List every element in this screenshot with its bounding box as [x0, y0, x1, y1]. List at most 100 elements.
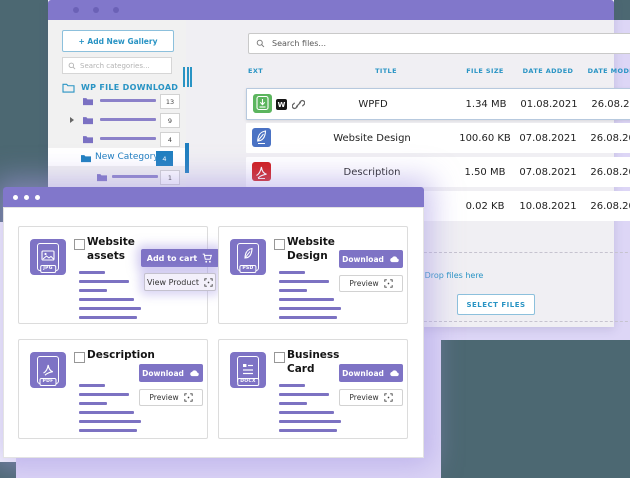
file-row[interactable]: W WPFD 1.34 MB 01.08.2021 26.08.2021	[246, 88, 630, 120]
teal-block-top-right	[614, 0, 630, 20]
file-type-tile-jpg: JPG	[30, 239, 66, 275]
date-modified: 26.08.2021	[590, 166, 630, 178]
folder-icon	[83, 136, 93, 144]
sidebar-category-item[interactable]: 13	[48, 91, 186, 110]
window-dot	[13, 195, 18, 200]
ext-label: PDF	[39, 378, 57, 386]
date-added: 01.08.2021	[520, 98, 578, 110]
card-checkbox[interactable]	[274, 352, 285, 363]
search-icon	[68, 62, 76, 69]
file-size: 1.34 MB	[465, 98, 507, 110]
file-type-tile-psd: PSD	[230, 239, 266, 275]
search-categories-input[interactable]: Search categories...	[62, 57, 172, 74]
add-new-gallery-button[interactable]: + Add New Gallery	[62, 30, 174, 52]
download-button[interactable]: Download	[139, 364, 203, 382]
date-modified: 26.08.2021	[590, 200, 630, 212]
folder-icon	[83, 117, 93, 125]
sidebar-item-new-category[interactable]: New Category 4	[48, 148, 186, 166]
word-badge: W	[276, 99, 287, 110]
view-product-button[interactable]: View Product	[144, 273, 216, 291]
preview-button[interactable]: Preview	[339, 275, 403, 292]
search-files-input[interactable]: Search files...	[248, 33, 630, 54]
description-placeholder	[279, 384, 341, 438]
sidebar-scrollbar-thumb[interactable]	[185, 143, 189, 173]
column-header-size[interactable]: FILE SIZE	[466, 67, 504, 75]
preview-label: Preview	[149, 393, 179, 402]
preview-label: Preview	[349, 393, 379, 402]
column-header-title[interactable]: TITLE	[375, 67, 397, 75]
preview-button[interactable]: Preview	[339, 389, 403, 406]
file-count-badge: 13	[160, 94, 180, 109]
window-dot	[35, 195, 40, 200]
preview-label: Preview	[349, 279, 379, 288]
preview-button[interactable]: Preview	[139, 389, 203, 406]
description-placeholder	[279, 271, 341, 325]
folder-icon	[81, 155, 91, 163]
cloud-download-icon	[390, 370, 399, 377]
file-type-tile-pdf: PDF	[30, 352, 66, 388]
category-name-placeholder	[112, 175, 158, 178]
file-row[interactable]: Description 1.50 MB 07.08.2021 26.08.202…	[246, 157, 630, 187]
select-files-button[interactable]: SELECT FILES	[457, 294, 535, 315]
teal-block-bottom-right	[441, 340, 630, 478]
file-drop-zone[interactable]: Drop files here SELECT FILES	[248, 252, 630, 322]
card-checkbox[interactable]	[274, 239, 285, 250]
file-card: PSD Website Design Download Preview	[218, 226, 408, 324]
view-product-label: View Product	[147, 277, 199, 287]
column-header-ext[interactable]: EXT	[248, 67, 264, 75]
file-type-icon-psd	[252, 128, 271, 147]
add-to-cart-label: Add to cart	[146, 253, 198, 263]
folder-icon	[83, 98, 93, 106]
column-header-modified[interactable]: DATE MODIFIED	[587, 67, 630, 75]
description-placeholder	[79, 271, 141, 325]
window-titlebar[interactable]	[48, 0, 614, 20]
card-title: Website Design	[287, 236, 335, 262]
add-to-cart-button[interactable]: Add to cart	[141, 249, 219, 267]
search-files-placeholder: Search files...	[272, 39, 327, 48]
download-label: Download	[142, 368, 184, 378]
download-gallery-body: JPG Website assets Add to cart View Prod…	[3, 207, 424, 458]
cloud-download-icon	[390, 256, 399, 263]
sidebar-subcategory-item[interactable]: 1	[48, 167, 186, 186]
expand-icon	[383, 279, 393, 288]
file-row[interactable]: Website Design 100.60 KB 07.08.2021 26.0…	[246, 123, 630, 153]
card-title: Description	[87, 349, 155, 361]
pane-resize-handle[interactable]	[183, 67, 192, 87]
file-type-icon-zip	[253, 94, 272, 113]
category-name-placeholder	[100, 99, 156, 102]
sidebar-item-root[interactable]: WP FILE DOWNLOAD	[62, 82, 178, 93]
sidebar-category-item[interactable]: 9	[48, 110, 186, 129]
cart-icon	[202, 253, 213, 263]
folder-icon	[97, 174, 107, 182]
ext-label: JPG	[40, 265, 56, 273]
card-title: Business Card	[287, 349, 340, 375]
window-dot	[113, 7, 119, 13]
file-title: Website Design	[333, 132, 411, 144]
column-header-added[interactable]: DATE ADDED	[522, 67, 574, 75]
teal-block-top-left	[0, 0, 48, 222]
date-added: 07.08.2021	[519, 132, 577, 144]
expand-icon	[204, 277, 213, 287]
expand-icon	[383, 393, 393, 402]
file-count-badge: 4	[160, 132, 180, 147]
category-name-placeholder	[100, 118, 156, 121]
download-button[interactable]: Download	[339, 364, 403, 382]
sidebar-category-item[interactable]: 4	[48, 129, 186, 148]
cloud-download-icon	[190, 370, 199, 377]
link-icon	[292, 99, 305, 110]
file-count-badge-selected: 4	[156, 151, 173, 166]
card-checkbox[interactable]	[74, 352, 85, 363]
download-button[interactable]: Download	[339, 250, 403, 268]
root-category-label: WP FILE DOWNLOAD	[81, 83, 179, 92]
card-checkbox[interactable]	[74, 239, 85, 250]
date-modified: 26.08.2021	[590, 132, 630, 144]
file-type-icon-pdf	[252, 162, 271, 181]
card-title: Website assets	[87, 236, 135, 262]
file-size: 0.02 KB	[465, 200, 505, 212]
file-size: 100.60 KB	[459, 132, 511, 144]
ext-label: PSD	[239, 265, 257, 273]
expand-caret-icon[interactable]	[70, 117, 74, 123]
file-card: DOCX Business Card Download Preview	[218, 339, 408, 439]
window-titlebar[interactable]	[3, 187, 424, 207]
